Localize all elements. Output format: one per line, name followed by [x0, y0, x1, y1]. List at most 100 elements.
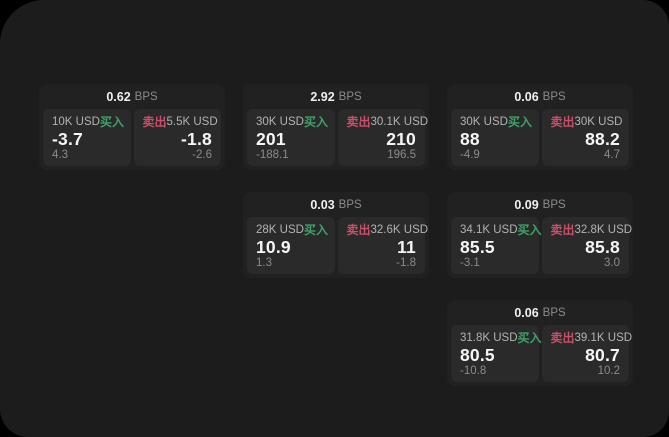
buy-pane[interactable]: 30K USD 买入 88 -4.9	[451, 109, 539, 166]
sell-label: 卖出	[550, 331, 575, 345]
spread-unit: BPS	[542, 198, 566, 211]
sell-label: 卖出	[346, 223, 371, 237]
spread-unit: BPS	[338, 90, 362, 103]
card-body: 34.1K USD 买入 85.5 -3.1 卖出 32.8K USD 85.8…	[447, 217, 633, 278]
quote-card: 2.92 BPS 30K USD 买入 201 -188.1 卖出 30.1K …	[243, 84, 429, 170]
sell-price: -1.8	[181, 129, 212, 149]
buy-delta: -188.1	[256, 149, 289, 161]
buy-price: 85.5	[460, 237, 495, 257]
sell-price: 85.8	[585, 237, 620, 257]
spread-value: 0.62	[106, 89, 131, 104]
sell-pane-top: 卖出 32.8K USD	[550, 223, 633, 237]
spread-value: 2.92	[310, 89, 335, 104]
sell-delta: 3.0	[604, 257, 620, 269]
buy-label: 买入	[507, 115, 532, 129]
buy-amount: 34.1K USD	[460, 224, 518, 236]
sell-price: 80.7	[585, 345, 620, 365]
buy-pane[interactable]: 10K USD 买入 -3.7 4.3	[43, 109, 131, 166]
buy-price: 10.9	[256, 237, 291, 257]
spread-value: 0.06	[514, 89, 539, 104]
buy-pane[interactable]: 30K USD 买入 201 -188.1	[247, 109, 335, 166]
buy-pane-top: 34.1K USD 买入	[460, 224, 542, 237]
sell-delta: 196.5	[387, 149, 416, 161]
buy-price: 80.5	[460, 345, 495, 365]
buy-pane-top: 30K USD 买入	[256, 115, 328, 129]
quote-card: 0.62 BPS 10K USD 买入 -3.7 4.3 卖出 5.5K USD	[39, 84, 225, 170]
spread-value: 0.03	[310, 197, 335, 212]
buy-delta: 4.3	[52, 149, 68, 161]
buy-amount: 31.8K USD	[460, 332, 518, 344]
buy-pane[interactable]: 28K USD 买入 10.9 1.3	[247, 217, 335, 274]
quote-card: 0.09 BPS 34.1K USD 买入 85.5 -3.1 卖出 32.8K…	[447, 192, 633, 278]
sell-pane[interactable]: 卖出 39.1K USD 80.7 10.2	[541, 325, 633, 382]
sell-amount: 5.5K USD	[166, 116, 218, 128]
spread-unit: BPS	[338, 198, 362, 211]
card-body: 28K USD 买入 10.9 1.3 卖出 32.6K USD 11 -1.8	[243, 217, 429, 278]
buy-pane[interactable]: 31.8K USD 买入 80.5 -10.8	[451, 325, 542, 382]
sell-delta: 10.2	[597, 365, 620, 377]
sell-amount: 32.8K USD	[574, 224, 633, 236]
sell-amount: 32.6K USD	[370, 224, 429, 236]
sell-amount: 30K USD	[574, 116, 623, 128]
sell-price: 88.2	[585, 129, 620, 149]
sell-amount: 30.1K USD	[370, 116, 429, 128]
sell-pane-top: 卖出 30K USD	[550, 115, 623, 129]
sell-pane[interactable]: 卖出 32.8K USD 85.8 3.0	[541, 217, 633, 274]
buy-label: 买入	[99, 115, 124, 129]
quote-card: 0.03 BPS 28K USD 买入 10.9 1.3 卖出 32.6K US…	[243, 192, 429, 278]
quote-card: 0.06 BPS 31.8K USD 买入 80.5 -10.8 卖出 39.1…	[447, 300, 633, 386]
spread-value: 0.09	[514, 197, 539, 212]
sell-label: 卖出	[346, 115, 371, 129]
spread-unit: BPS	[542, 90, 566, 103]
spread-unit: BPS	[134, 90, 158, 103]
sell-price: 11	[397, 237, 416, 257]
sell-label: 卖出	[142, 115, 167, 129]
sell-delta: 4.7	[604, 149, 620, 161]
sell-pane-top: 卖出 32.6K USD	[346, 223, 429, 237]
buy-label: 买入	[517, 331, 542, 345]
spread-header: 2.92 BPS	[243, 84, 429, 109]
buy-pane-top: 31.8K USD 买入	[460, 332, 542, 345]
buy-label: 买入	[517, 223, 542, 237]
spread-header: 0.03 BPS	[243, 192, 429, 217]
buy-label: 买入	[303, 115, 328, 129]
spread-header: 0.06 BPS	[447, 300, 633, 325]
buy-pane[interactable]: 34.1K USD 买入 85.5 -3.1	[451, 217, 542, 274]
buy-price: -3.7	[52, 129, 83, 149]
buy-price: 88	[460, 129, 480, 149]
sell-price: 210	[386, 129, 416, 149]
card-body: 30K USD 买入 88 -4.9 卖出 30K USD 88.2 4.7	[447, 109, 633, 170]
sell-label: 卖出	[550, 115, 575, 129]
sell-label: 卖出	[550, 223, 575, 237]
sell-pane[interactable]: 卖出 30.1K USD 210 196.5	[337, 109, 429, 166]
spread-header: 0.06 BPS	[447, 84, 633, 109]
card-body: 30K USD 买入 201 -188.1 卖出 30.1K USD 210 1…	[243, 109, 429, 170]
card-body: 31.8K USD 买入 80.5 -10.8 卖出 39.1K USD 80.…	[447, 325, 633, 386]
buy-label: 买入	[303, 223, 328, 237]
sell-pane[interactable]: 卖出 5.5K USD -1.8 -2.6	[133, 109, 221, 166]
sell-pane[interactable]: 卖出 32.6K USD 11 -1.8	[337, 217, 429, 274]
buy-price: 201	[256, 129, 286, 149]
buy-delta: -4.9	[460, 149, 480, 161]
card-body: 10K USD 买入 -3.7 4.3 卖出 5.5K USD -1.8 -2.…	[39, 109, 225, 170]
sell-delta: -2.6	[192, 149, 212, 161]
spread-header: 0.09 BPS	[447, 192, 633, 217]
sell-pane-top: 卖出 39.1K USD	[550, 331, 633, 345]
spread-header: 0.62 BPS	[39, 84, 225, 109]
spread-value: 0.06	[514, 305, 539, 320]
spread-unit: BPS	[542, 306, 566, 319]
buy-amount: 30K USD	[460, 116, 508, 128]
buy-delta: -3.1	[460, 257, 480, 269]
buy-delta: -10.8	[460, 365, 487, 377]
sell-pane-top: 卖出 5.5K USD	[142, 115, 218, 129]
sell-pane[interactable]: 卖出 30K USD 88.2 4.7	[541, 109, 629, 166]
buy-pane-top: 28K USD 买入	[256, 223, 328, 237]
buy-amount: 10K USD	[52, 116, 100, 128]
buy-amount: 30K USD	[256, 116, 304, 128]
sell-amount: 39.1K USD	[574, 332, 633, 344]
quote-card: 0.06 BPS 30K USD 买入 88 -4.9 卖出 30K USD	[447, 84, 633, 170]
sell-pane-top: 卖出 30.1K USD	[346, 115, 429, 129]
buy-delta: 1.3	[256, 257, 272, 269]
buy-pane-top: 30K USD 买入	[460, 115, 532, 129]
